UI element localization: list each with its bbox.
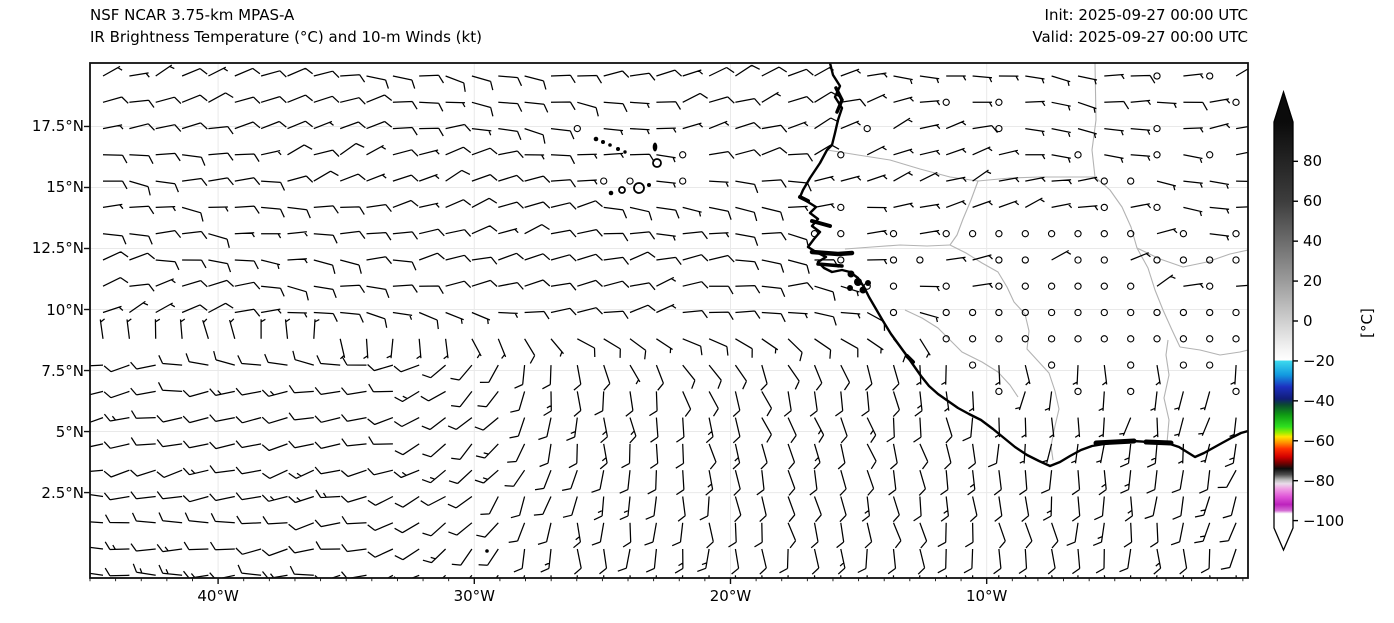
axis-tick-marks xyxy=(84,125,1244,584)
x-axis-tick-label: 40°W xyxy=(197,587,239,605)
colorbar-tick-label: −80 xyxy=(1303,471,1335,490)
colorbar-tick-label: 20 xyxy=(1303,272,1323,291)
init-time-label: Init: 2025-09-27 00:00 UTC xyxy=(1044,6,1248,24)
y-axis-tick-label: 17.5°N xyxy=(31,117,84,136)
colorbar-tick-label: −100 xyxy=(1303,511,1345,530)
product-title: IR Brightness Temperature (°C) and 10-m … xyxy=(90,28,482,46)
x-axis-tick-label: 30°W xyxy=(453,587,495,605)
colorbar-tick-label: −60 xyxy=(1303,431,1335,450)
wind-barb-layer xyxy=(90,64,1248,578)
graticule-gridlines xyxy=(90,63,1248,578)
valid-time-label: Valid: 2025-09-27 00:00 UTC xyxy=(1032,28,1248,46)
coastline xyxy=(798,63,1248,468)
x-axis-tick-label: 10°W xyxy=(965,587,1008,605)
model-title: NSF NCAR 3.75-km MPAS-A xyxy=(90,6,295,24)
y-axis-tick-label: 5°N xyxy=(55,422,84,441)
map-frame xyxy=(89,62,1249,579)
colorbar-tick-label: −40 xyxy=(1303,391,1335,410)
y-axis-tick-label: 12.5°N xyxy=(31,239,84,258)
cape-verde-islands xyxy=(485,136,662,553)
y-axis-tick-label: 7.5°N xyxy=(41,361,84,380)
colorbar-tick-label: 60 xyxy=(1303,192,1323,211)
colorbar xyxy=(1273,89,1298,552)
y-axis-tick-label: 2.5°N xyxy=(41,483,84,502)
colorbar-tick-label: −20 xyxy=(1303,351,1335,370)
y-axis-tick-label: 10°N xyxy=(46,300,84,319)
colorbar-tick-label: 0 xyxy=(1303,312,1313,330)
colorbar-unit-label: [°C] xyxy=(1358,308,1376,338)
x-axis-tick-label: 20°W xyxy=(709,587,752,605)
colorbar-tick-label: 80 xyxy=(1303,152,1323,171)
colorbar-tick-label: 40 xyxy=(1303,232,1323,251)
y-axis-tick-label: 15°N xyxy=(46,178,84,197)
